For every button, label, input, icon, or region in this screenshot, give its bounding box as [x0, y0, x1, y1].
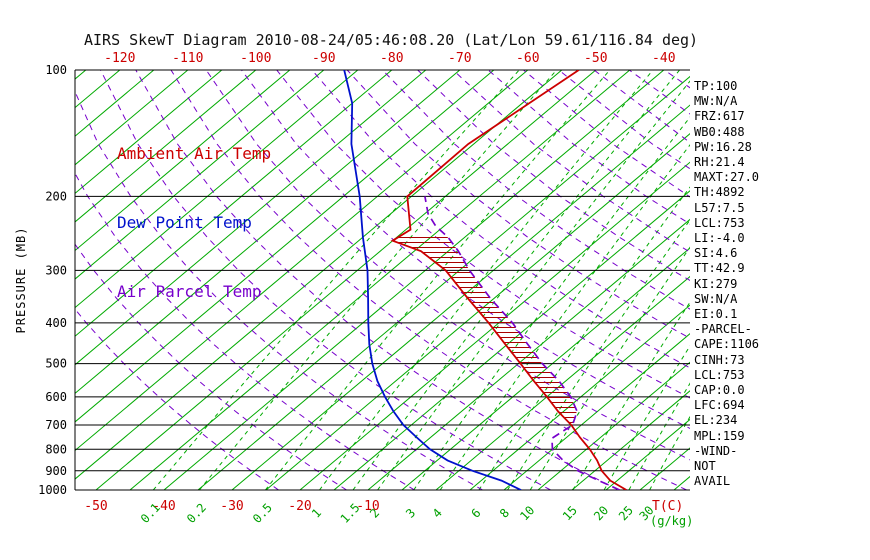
stats-item: LCL:753: [694, 367, 745, 382]
chart-legend: Ambient Air Temp Dew Point Temp Air Parc…: [117, 96, 271, 349]
stats-item: CAP:0.0: [694, 383, 745, 398]
pressure-tick-label: 400: [45, 316, 67, 330]
top-temp-tick-label: -40: [652, 51, 675, 66]
stats-item: -WIND-: [694, 443, 738, 458]
top-temp-tick-label: -110: [172, 51, 203, 66]
pressure-tick-label: 300: [45, 263, 67, 277]
mixing-ratio-tick-label: 10: [517, 503, 537, 523]
top-temp-tick-label: -70: [448, 51, 471, 66]
stats-item: TH:4892: [694, 185, 745, 200]
stats-item: WB0:488: [694, 124, 745, 139]
stats-item: L57:7.5: [694, 200, 745, 215]
stats-item: LI:-4.0: [694, 231, 745, 246]
mixing-ratio-tick-label: 0.5: [250, 501, 275, 526]
stats-item: PW:16.28: [694, 139, 752, 154]
mixing-ratio-labels: 0.1 0.2 0.5 1 1.5 2 3 4 6 8 10 15 20 25 30(g/kg): [138, 501, 694, 528]
top-temp-tick-label: -120: [104, 51, 135, 66]
stats-panel: TP:100 MW:N/A FRZ:617 WB0:488 PW:16.28 RH:21.…: [694, 79, 759, 489]
bottom-temp-tick-label: -20: [288, 499, 311, 514]
top-axis-labels: -120 -110 -100 -90 -80 -70 -60 -50 -40: [104, 51, 675, 66]
legend-ambient-temp: Ambient Air Temp: [117, 144, 272, 163]
bottom-temp-tick-label: -40: [152, 499, 175, 514]
mixing-ratio-tick-label: 0.2: [184, 501, 209, 526]
stats-item: FRZ:617: [694, 109, 745, 124]
stats-item: SI:4.6: [694, 246, 738, 261]
stats-item: AVAIL: [694, 474, 731, 489]
stats-item: LCL:753: [694, 215, 745, 230]
isotherm-lines: [75, 70, 690, 490]
stats-item: CINH:73: [694, 352, 745, 367]
mixing-ratio-tick-label: 6: [468, 506, 483, 521]
pressure-tick-label: 700: [45, 418, 67, 432]
cape-hatch-area: [393, 235, 577, 425]
dry-adiabat-lines: [75, 70, 690, 490]
stats-item: EI:0.1: [694, 307, 738, 322]
stats-item: KI:279: [694, 276, 738, 291]
stats-item: MW:N/A: [694, 94, 738, 109]
top-temp-tick-label: -60: [516, 51, 539, 66]
chart-title: AIRS SkewT Diagram 2010-08-24/05:46:08.2…: [84, 31, 699, 49]
pressure-tick-label: 500: [45, 357, 67, 371]
pressure-tick-label: 1000: [38, 483, 67, 497]
mixing-ratio-tick-label: 3: [403, 506, 418, 521]
pressure-tick-label: 100: [45, 63, 67, 77]
mixing-ratio-tick-label: 8: [497, 506, 512, 521]
mixing-ratio-tick-label: 15: [560, 503, 580, 523]
temp-unit-label: T(C): [652, 499, 683, 514]
stats-item: NOT: [694, 459, 716, 474]
stats-item: -PARCEL-: [694, 322, 752, 337]
stats-item: LFC:694: [694, 398, 745, 413]
mixing-ratio-tick-label: 20: [591, 503, 611, 523]
parcel-temp-curve: [424, 196, 620, 490]
mixing-ratio-tick-label: 1: [309, 506, 324, 521]
stats-item: TP:100: [694, 79, 738, 93]
pressure-tick-label: 800: [45, 442, 67, 456]
top-temp-tick-label: -80: [380, 51, 403, 66]
stats-item: CAPE:1106: [694, 337, 760, 352]
pressure-tick-label: 200: [45, 189, 67, 203]
pressure-tick-label: 600: [45, 390, 67, 404]
top-temp-tick-label: -50: [584, 51, 607, 66]
bottom-temp-tick-label: -50: [84, 499, 107, 514]
ambient-temp-curve: [390, 70, 627, 490]
dew-point-curve: [343, 70, 522, 490]
stats-item: TT:42.9: [694, 261, 745, 276]
legend-dew-point: Dew Point Temp: [117, 213, 252, 232]
mixing-ratio-tick-label: 25: [616, 503, 636, 523]
bottom-axis-labels: -50 -40 -30 -20 -10 T(C): [84, 499, 683, 514]
stats-item: RH:21.4: [694, 155, 745, 170]
mixing-ratio-tick-label: 4: [430, 506, 445, 521]
top-temp-tick-label: -100: [240, 51, 271, 66]
pressure-grid: 100 200 300 400 500 600 700 800 900 1000 PRESSURE …: [14, 63, 690, 497]
bottom-temp-tick-label: -30: [220, 499, 243, 514]
stats-item: EL:234: [694, 413, 738, 428]
bottom-temp-tick-label: -10: [356, 499, 379, 514]
pressure-axis-label: PRESSURE (MB): [14, 227, 28, 334]
pressure-tick-label: 900: [45, 464, 67, 478]
top-temp-tick-label: -90: [312, 51, 335, 66]
stats-item: SW:N/A: [694, 291, 738, 306]
legend-air-parcel: Air Parcel Temp: [117, 282, 262, 301]
stats-item: MPL:159: [694, 428, 745, 443]
mixing-unit-label: (g/kg): [650, 514, 693, 528]
stats-item: MAXT:27.0: [694, 170, 760, 185]
